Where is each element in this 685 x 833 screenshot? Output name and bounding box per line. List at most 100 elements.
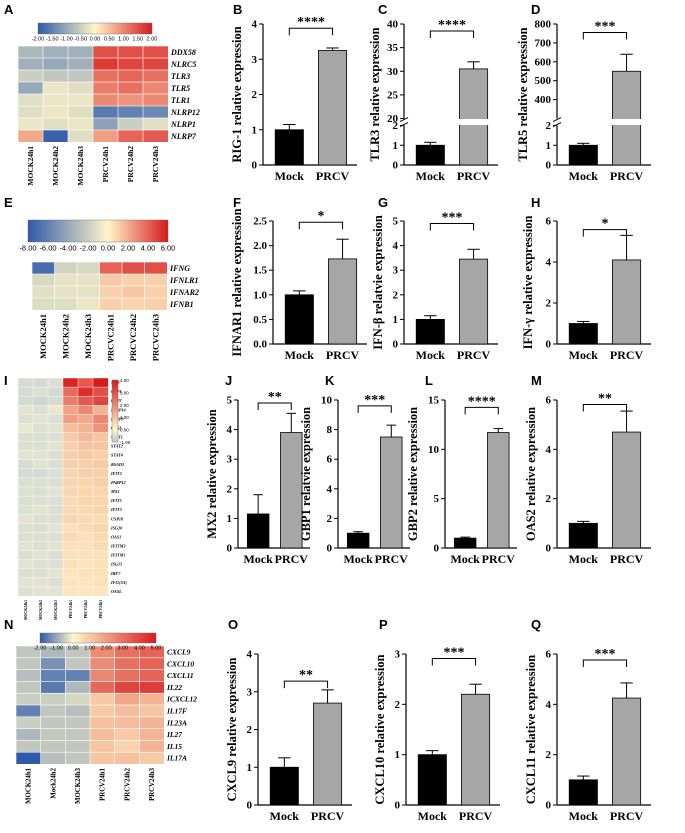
panel-label-g: G [378,195,388,210]
heatmap-row-label: CXCL11 [167,671,194,680]
heatmap-column-label: MOCK24h3 [54,600,58,620]
colorbar-tick-label: -1.50 [46,37,59,43]
heatmap-cell [77,377,94,388]
y-tick-label: 500 [535,75,552,87]
y-axis-label: CXCL9 relative expression [225,657,239,801]
heatmap-cell [77,405,94,415]
heatmap-cell [54,261,78,275]
heatmap-cell [92,81,119,95]
x-tick-label: Mock [450,552,480,566]
y-tick-label: 0 [247,800,253,812]
y-tick-label: 600 [535,56,552,68]
bar-chart-panel-B: 0 1 2 3 4 RIG-1 relative expression Mock PRCV **… [230,15,357,183]
bar-mock [568,323,598,345]
heatmap-cell [117,93,144,107]
heatmap-cell [47,541,64,552]
y-tick-label: 10 [321,395,333,407]
heatmap-cell [77,568,94,579]
panel-label-f: F [233,195,241,210]
bar-prcv [487,432,510,549]
heatmap-cell [121,261,146,275]
significance-bracket [582,403,628,412]
colorbar-tick-label: 0.00 [68,646,79,652]
heatmap-cell [89,669,116,682]
y-tick-label: 30 [387,66,399,78]
y-tick-label: 700 [535,37,552,49]
x-tick-label: Mock [285,348,315,362]
heatmap-cell [142,129,169,143]
heatmap-cell [17,386,34,397]
bar-chart-panel-D: 0 1 2 400 500 600 700 800 TLR5 relative expressi… [516,19,651,183]
panel-label-o: O [228,617,238,632]
heatmap-cell [89,704,116,718]
x-tick-label: PRCV [326,348,360,362]
heatmap-cell [114,657,140,671]
significance-marker: ** [598,391,612,406]
heatmap-cell [17,69,44,83]
colorbar-tick-label: 1.00 [84,646,95,652]
heatmap-cell [144,273,168,287]
heatmap-row-label: NLRP7 [170,132,197,141]
bar-prcv [318,50,348,166]
y-tick-label: 20 [387,113,399,125]
x-tick-label: PRCV [610,169,644,183]
heatmap-cell [65,669,91,682]
y-tick-label: 2 [393,289,399,301]
heatmap-cell [114,740,140,753]
heatmap-cell [17,93,44,107]
heatmap-column-label: PRCV24h1 [101,146,110,183]
heatmap-cell [40,716,66,730]
heatmap-cell [32,450,49,461]
heatmap-row-label: TLR3 [171,72,190,81]
significance-bracket [582,229,628,237]
y-axis-label: GBP1 relatvie expression [299,407,313,541]
heatmap-cell [47,559,64,570]
heatmap-cell [139,740,165,753]
heatmap-cell [17,117,44,131]
heatmap-cell [77,495,94,506]
heatmap-cell [92,459,109,470]
y-tick-label: 0 [227,543,233,555]
heatmap-cell [92,450,109,461]
y-tick-label: 4 [393,240,399,252]
heatmap-row-label: TLR5 [171,84,190,93]
heatmap-cell [65,751,91,765]
y-tick-label: 3 [393,265,399,277]
y-axis-label: CXCL10 relative expression [373,654,387,804]
heatmap-cell [32,423,49,434]
heatmap-cell [17,105,44,119]
significance-marker: **** [468,394,496,409]
heatmap-cell [65,692,91,706]
heatmap-cell [114,704,140,718]
heatmap-cell [47,441,64,452]
heatmap-cell [62,577,79,588]
heatmap-cell [62,568,79,579]
heatmap-cell [99,297,123,311]
y-tick-label: 6 [546,649,552,661]
heatmap-cell [40,751,66,765]
heatmap-cell [17,57,44,71]
bar-break [611,119,642,126]
heatmap-cell [77,486,94,497]
y-tick-label: 0 [546,800,552,812]
y-tick-label: 2 [546,120,552,132]
significance-bracket [582,31,628,40]
y-tick-label: 1 [546,140,552,152]
x-tick-label: PRCV [275,552,309,566]
heatmap-cell [42,69,69,83]
significance-marker: **** [297,15,325,30]
heatmap-cell [62,504,79,515]
colorbar-tick-label: -1.00 [50,646,63,652]
heatmap-cell [77,423,94,434]
heatmap-cell [32,441,49,452]
heatmap-cell [144,297,168,311]
heatmap-cell [62,468,79,479]
heatmap-cell [67,117,94,131]
axis-break-mark [399,117,409,122]
heatmap-cell [121,273,146,287]
heatmap-cell [17,414,34,424]
heatmap-cell [17,468,34,479]
heatmap-cell [62,414,79,424]
heatmap-column-label: PRCVC24h1 [106,314,116,361]
y-tick-label: 0 [395,800,401,812]
